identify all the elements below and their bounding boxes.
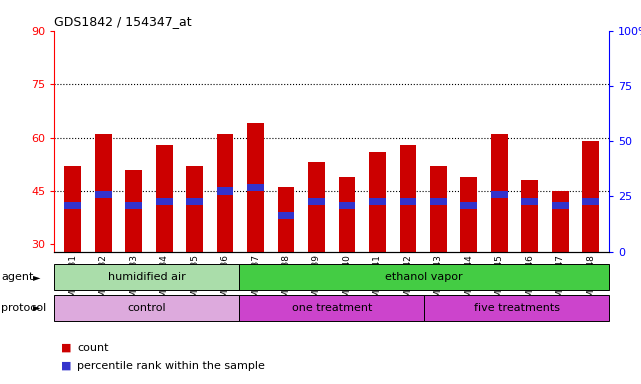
Bar [156,198,172,205]
Bar [54,264,239,290]
Bar [369,152,386,252]
Bar [247,123,264,252]
Bar [430,166,447,252]
Text: one treatment: one treatment [292,303,372,313]
Bar [430,198,447,205]
Bar [278,187,294,252]
Bar [64,202,81,209]
Text: ►: ► [33,303,41,313]
Bar [460,177,477,252]
Bar [217,187,233,195]
Text: five treatments: five treatments [474,303,560,313]
Text: ►: ► [33,272,41,282]
Bar [582,141,599,252]
Bar [491,191,508,198]
Bar [338,177,355,252]
Bar [308,198,325,205]
Bar [126,170,142,252]
Bar [126,202,142,209]
Bar [338,202,355,209]
Text: protocol: protocol [1,303,47,313]
Bar [369,198,386,205]
Text: agent: agent [1,272,34,282]
Text: ■: ■ [61,343,71,353]
Bar [187,198,203,205]
Bar [54,295,239,321]
Bar [217,134,233,252]
Bar [156,145,172,252]
Bar [552,202,569,209]
Bar [460,202,477,209]
Bar [95,191,112,198]
Bar [64,166,81,252]
Bar [582,198,599,205]
Bar [239,264,609,290]
Bar [399,198,416,205]
Bar [247,184,264,191]
Text: humidified air: humidified air [108,272,186,282]
Bar [424,295,609,321]
Bar [521,180,538,252]
Text: GDS1842 / 154347_at: GDS1842 / 154347_at [54,15,192,28]
Bar [491,134,508,252]
Bar [399,145,416,252]
Bar [278,212,294,220]
Bar [308,162,325,252]
Bar [187,166,203,252]
Text: ethanol vapor: ethanol vapor [385,272,463,282]
Text: control: control [128,303,166,313]
Bar [521,198,538,205]
Text: ■: ■ [61,361,71,371]
Bar [552,191,569,252]
Text: count: count [77,343,108,353]
Bar [239,295,424,321]
Text: percentile rank within the sample: percentile rank within the sample [77,361,265,371]
Bar [95,134,112,252]
